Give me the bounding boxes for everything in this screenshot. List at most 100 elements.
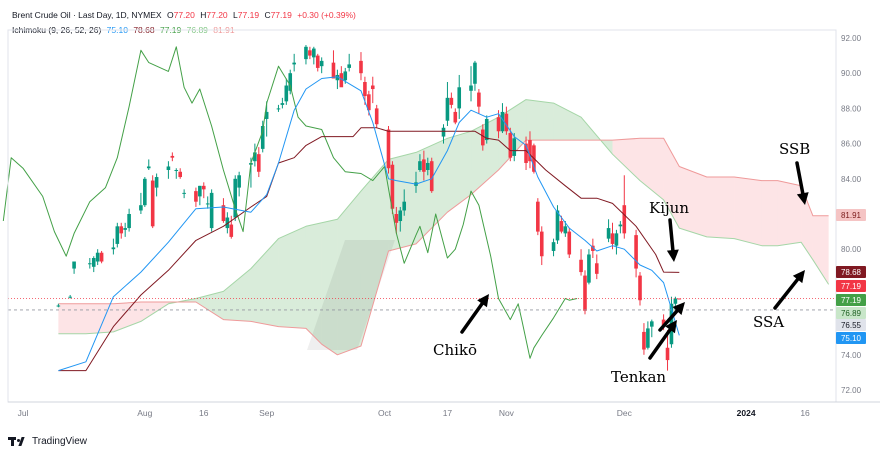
candle-body <box>209 192 214 229</box>
candle-body <box>288 73 293 91</box>
open-label: O <box>166 10 174 20</box>
candle-body <box>677 298 682 300</box>
candle-body <box>528 140 532 162</box>
candle-body <box>638 275 642 301</box>
candle-body <box>111 247 116 250</box>
price-tag-bg <box>836 280 866 292</box>
cloud-segment <box>612 138 641 181</box>
candle-body <box>143 178 147 206</box>
candle-body <box>201 185 206 190</box>
candle-body <box>257 154 261 172</box>
candle-body <box>579 259 583 273</box>
tradingview-logo-icon <box>8 437 28 446</box>
candle-body <box>91 258 96 267</box>
high-label: H <box>200 10 207 20</box>
candle-body <box>508 133 513 158</box>
annotation-ssa: SSA <box>753 313 784 331</box>
candle-body <box>229 224 234 237</box>
cloud-segment <box>812 215 829 285</box>
y-tick-label: 90.00 <box>841 69 862 78</box>
base-line-kijun <box>58 127 680 372</box>
price-tag-bg <box>836 294 866 306</box>
arrow-shaft <box>668 218 675 252</box>
y-tick-label: 72.00 <box>841 386 862 395</box>
y-tick-label: 86.00 <box>841 140 862 149</box>
price-tag: 77.19 <box>836 294 866 306</box>
arrow-shaft <box>648 328 672 360</box>
candle-body <box>88 263 92 265</box>
x-tick-label: 16 <box>199 408 209 418</box>
arrow-ssa <box>773 270 805 310</box>
x-tick-label: Dec <box>617 408 633 418</box>
arrow-shaft <box>795 161 805 195</box>
tradingview-logo[interactable]: TradingView <box>8 436 87 447</box>
cloud-segment <box>734 177 762 246</box>
candle-body <box>237 175 241 188</box>
candle-body <box>194 191 198 202</box>
cloud-segment <box>321 219 338 355</box>
candle-body <box>481 129 485 146</box>
candle-body <box>614 233 619 246</box>
candle-body <box>477 92 481 107</box>
candle-body <box>95 252 100 262</box>
chart-header-line1: Brent Crude Oil · Last Day, 1D, NYMEX O7… <box>12 10 359 20</box>
candle-body <box>473 62 477 84</box>
cloud-segment <box>85 303 114 334</box>
candle-body <box>150 180 155 227</box>
candle-body <box>292 62 296 65</box>
candle-body <box>425 162 430 170</box>
price-tag-label: 77.19 <box>841 282 862 291</box>
cloud-segment <box>706 177 735 239</box>
candle-body <box>559 221 564 232</box>
arrow-head <box>666 249 679 262</box>
x-tick-label: 17 <box>443 408 453 418</box>
candle-body <box>500 111 505 132</box>
candle-body <box>587 254 591 283</box>
candle-body <box>591 245 595 251</box>
candle-body <box>390 164 395 209</box>
candle-body <box>673 298 678 304</box>
candle-body <box>139 205 143 211</box>
cloud-segment <box>195 291 224 320</box>
candle-body <box>304 46 308 60</box>
candle-body <box>524 143 528 163</box>
x-tick-label: 16 <box>800 408 810 418</box>
arrow-head <box>792 270 805 284</box>
candle-body <box>496 117 501 132</box>
candle-body <box>398 210 403 222</box>
lagging-span-line <box>2 46 578 359</box>
candle-body <box>72 261 76 269</box>
arrow-head <box>477 294 489 308</box>
annotation-kijun: Kijun <box>649 199 689 217</box>
candle-body <box>260 126 265 149</box>
candle-body <box>555 210 560 241</box>
candle-body <box>182 192 186 194</box>
candle-body <box>661 319 666 327</box>
arrow-head <box>796 192 809 205</box>
candle-body <box>178 171 182 178</box>
annotation-tenkan: Tenkan <box>611 368 666 386</box>
cloud-segment <box>305 222 322 345</box>
candle-body <box>642 331 646 350</box>
candle-body <box>370 85 375 90</box>
candle-body <box>198 185 202 197</box>
candle-body <box>335 74 340 81</box>
arrow-tenkan-1 <box>648 320 677 360</box>
y-tick-label: 80.00 <box>841 245 862 254</box>
candle-body <box>315 55 320 68</box>
x-tick-label: Sep <box>259 408 274 418</box>
candle-body <box>154 177 159 188</box>
price-tag: 77.19 <box>836 280 866 292</box>
candle-body <box>115 226 120 244</box>
candle-body <box>646 328 650 348</box>
candle-body <box>205 203 210 205</box>
candle-body <box>331 62 336 79</box>
tradingview-brand: TradingView <box>32 436 88 447</box>
candle-body <box>386 129 391 169</box>
candle-body <box>339 73 344 88</box>
candle-body <box>276 108 281 110</box>
candle-body <box>563 226 568 234</box>
candle-body <box>665 347 670 361</box>
candle-body <box>445 97 450 121</box>
